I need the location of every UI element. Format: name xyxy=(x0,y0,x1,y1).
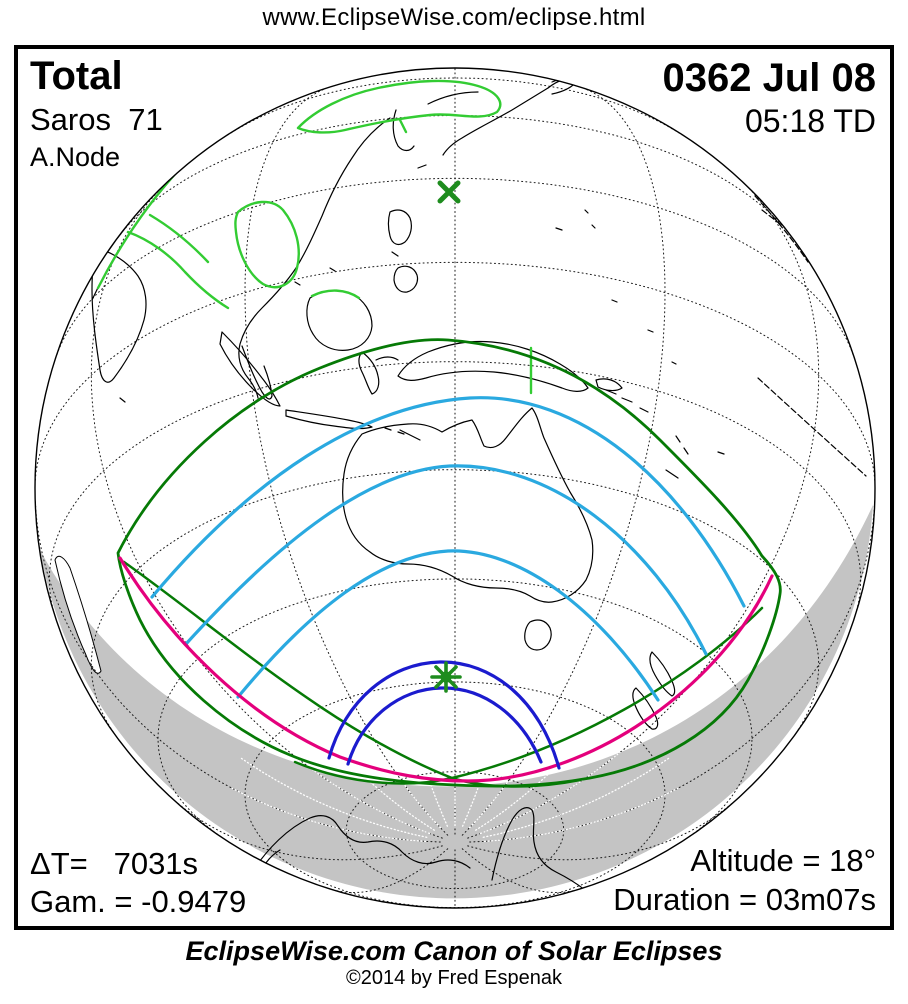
graticule-line xyxy=(231,787,427,843)
amur-coast xyxy=(427,91,479,105)
penumbral-limit-curves xyxy=(116,338,782,788)
highlighted-coastlines xyxy=(96,79,533,395)
graticule-line xyxy=(483,787,679,843)
eclipse-map-panel: Total Saros 71 A.Node 0362 Jul 08 05:18 … xyxy=(14,45,894,930)
sumatra xyxy=(219,331,281,407)
japan-honshu xyxy=(442,87,549,156)
eclipse-type-label: Total xyxy=(30,54,123,98)
saros-label: Saros 71 xyxy=(30,102,163,137)
eclipse-date-label: 0362 Jul 08 xyxy=(662,56,877,100)
malay-peninsula xyxy=(241,345,273,400)
graticule-line xyxy=(117,114,793,239)
graticule-line xyxy=(461,88,666,836)
graticule-line xyxy=(48,361,862,611)
graticule-line xyxy=(261,727,431,835)
greatest-eclipse-marker xyxy=(430,661,462,693)
greatest-eclipse-center-dot xyxy=(440,671,452,683)
sulawesi xyxy=(358,351,399,395)
graticule-line xyxy=(479,727,649,835)
tasmania xyxy=(524,619,552,651)
philippines xyxy=(387,209,419,293)
okhotsk-highlight-coast xyxy=(296,79,502,134)
graticule-line xyxy=(227,77,683,136)
penumbra-limit-loop xyxy=(116,338,782,788)
umbra-north-limit xyxy=(327,660,561,770)
max-eclipse-chord-east xyxy=(293,606,764,785)
borneo-north-highlight xyxy=(310,289,361,300)
magnitude-curves xyxy=(150,396,746,702)
pacific-islands xyxy=(119,164,725,479)
altitude-label: Altitude = 18° xyxy=(690,843,876,878)
graticule-line xyxy=(175,801,443,861)
korea-peninsula xyxy=(392,109,415,152)
graticule-line xyxy=(475,703,614,831)
page-url-text: www.EclipseWise.com/eclipse.html xyxy=(262,4,646,31)
graticule-line xyxy=(461,848,579,893)
graticule-line xyxy=(345,771,565,890)
graticule-line xyxy=(331,848,449,893)
southeast-asia-highlight xyxy=(234,200,300,289)
delta-t-label: ΔT= 7031s xyxy=(30,846,199,881)
borneo xyxy=(306,289,373,351)
globe-outline xyxy=(34,67,876,909)
graticule-line xyxy=(467,801,735,861)
left-limb-landmass xyxy=(54,555,102,674)
graticule-line xyxy=(244,88,449,836)
copyright-text: ©2014 by Fred Espenak xyxy=(346,967,562,989)
night-shade-region xyxy=(40,505,873,899)
graticule-line xyxy=(239,756,428,838)
korea-highlight xyxy=(398,118,408,134)
graticule-line xyxy=(90,188,443,839)
graticule-line xyxy=(244,681,666,908)
central-asia-highlight xyxy=(126,213,230,310)
canon-title: EclipseWise.com Canon of Solar Eclipses xyxy=(185,936,723,966)
graticule-line xyxy=(482,756,671,838)
umbral-path-curves xyxy=(327,660,561,770)
subsolar-x-marker xyxy=(437,180,461,204)
magnitude-arc-3 xyxy=(236,549,660,702)
eclipse-time-label: 05:18 TD xyxy=(744,103,876,139)
umbra-south-limit xyxy=(346,686,543,766)
graticule-line xyxy=(55,177,855,359)
australia xyxy=(342,407,594,603)
java-lesser-sunda xyxy=(285,409,421,441)
magnitude-arc-2 xyxy=(184,464,708,656)
new-zealand xyxy=(632,651,676,730)
sunrise-sunset-curve xyxy=(118,556,774,783)
magnitude-arc-1 xyxy=(150,396,746,608)
graticule-line xyxy=(467,188,820,839)
gamma-label: Gam. = -0.9479 xyxy=(30,884,247,919)
new-guinea xyxy=(397,340,623,392)
node-label: A.Node xyxy=(30,142,121,172)
max-eclipse-chord-west xyxy=(122,560,582,788)
right-limb-coast xyxy=(754,195,867,477)
graticule-line xyxy=(90,469,820,733)
duration-label: Duration = 03m07s xyxy=(613,882,876,917)
kuril-islands xyxy=(551,72,596,231)
graticule-line xyxy=(157,578,753,838)
eclipse-map xyxy=(34,67,876,909)
india-coastline xyxy=(91,247,147,383)
